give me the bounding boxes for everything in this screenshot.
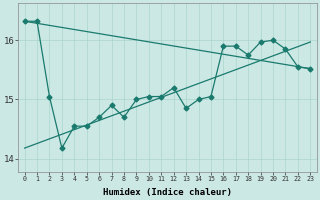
X-axis label: Humidex (Indice chaleur): Humidex (Indice chaleur) <box>103 188 232 197</box>
